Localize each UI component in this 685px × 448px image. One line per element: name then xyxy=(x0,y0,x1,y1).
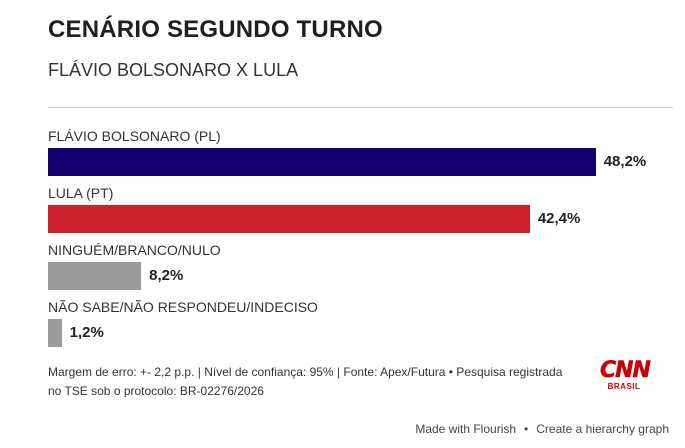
flourish-credit: Made with Flourish • Create a hierarchy gr… xyxy=(411,422,673,436)
bar xyxy=(48,262,142,290)
bar xyxy=(48,319,62,347)
bar-group: NÃO SABE/NÃO RESPONDEU/INDECISO 1,2% xyxy=(48,298,673,347)
bar-value-label: 48,2% xyxy=(603,153,647,170)
bar-group: LULA (PT) 42,4% xyxy=(48,184,673,233)
bar-value-label: 8,2% xyxy=(149,267,184,284)
bar-row: 42,4% xyxy=(48,205,673,233)
source-note: Margem de erro: +- 2,2 p.p. | Nível de c… xyxy=(48,363,608,401)
bar-category-label: FLÁVIO BOLSONARO (PL) xyxy=(48,128,221,144)
bar-group: FLÁVIO BOLSONARO (PL) 48,2% xyxy=(48,127,673,176)
divider xyxy=(48,107,673,108)
bar-category-label: NÃO SABE/NÃO RESPONDEU/INDECISO xyxy=(48,299,318,315)
bar-value-label: 42,4% xyxy=(537,210,581,227)
bar xyxy=(48,205,530,233)
bar-row: 48,2% xyxy=(48,148,673,176)
bar-category-label: LULA (PT) xyxy=(48,185,114,201)
bar-row: 8,2% xyxy=(48,262,673,290)
chart-title: CENÁRIO SEGUNDO TURNO xyxy=(48,16,383,43)
source-note-line-1: Margem de erro: +- 2,2 p.p. | Nível de c… xyxy=(48,365,563,379)
cnn-brasil-logo: CNN BRASIL xyxy=(600,358,651,396)
create-graph-link[interactable]: Create a hierarchy graph xyxy=(536,422,669,436)
cnn-logo-text: CNN xyxy=(600,358,651,383)
made-with-flourish-link[interactable]: Made with Flourish xyxy=(415,422,517,436)
bar xyxy=(48,148,596,176)
source-note-line-2: no TSE sob o protocolo: BR-02276/2026 xyxy=(48,384,264,398)
bar-group: NINGUÉM/BRANCO/NULO 8,2% xyxy=(48,241,673,290)
chart-subtitle: FLÁVIO BOLSONARO X LULA xyxy=(48,60,299,80)
brasil-logo-text: BRASIL xyxy=(607,382,641,391)
bar-row: 1,2% xyxy=(48,319,673,347)
bar-category-label: NINGUÉM/BRANCO/NULO xyxy=(48,242,221,258)
bar-value-label: 1,2% xyxy=(69,324,104,341)
credit-separator: • xyxy=(524,422,529,436)
